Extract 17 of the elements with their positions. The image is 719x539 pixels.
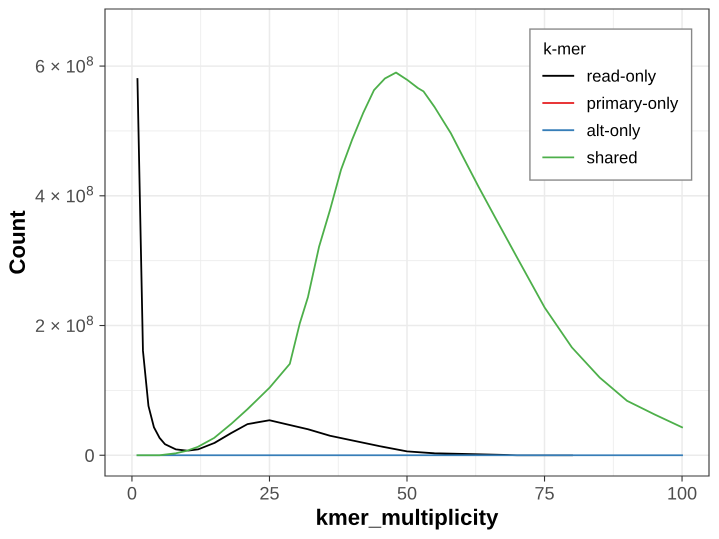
legend-label: primary-only — [588, 96, 678, 112]
legend-label: read-only — [588, 70, 656, 86]
y-tick-label: 2 × 10$^{8}$ — [36, 316, 94, 332]
legend-label: shared — [587, 151, 636, 164]
x-tick-label: 0 — [128, 486, 136, 500]
legend-label: alt-only — [587, 124, 640, 140]
x-tick-label: 25 — [260, 486, 279, 500]
y-tick-label: 0 — [85, 449, 94, 462]
y-tick-label: 6 × 10$^{8}$ — [36, 56, 94, 73]
y-axis-title: Count — [9, 210, 26, 274]
y-tick-label: 4 × 10$^{8}$ — [35, 186, 94, 202]
legend-title: k-mer — [544, 42, 586, 55]
x-tick-label: 100 — [668, 486, 696, 500]
x-tick-label: 50 — [398, 486, 416, 500]
x-axis-title: kmer_multiplicity — [317, 508, 498, 530]
x-tick-label: 75 — [535, 487, 554, 500]
line-series — [136, 72, 683, 456]
